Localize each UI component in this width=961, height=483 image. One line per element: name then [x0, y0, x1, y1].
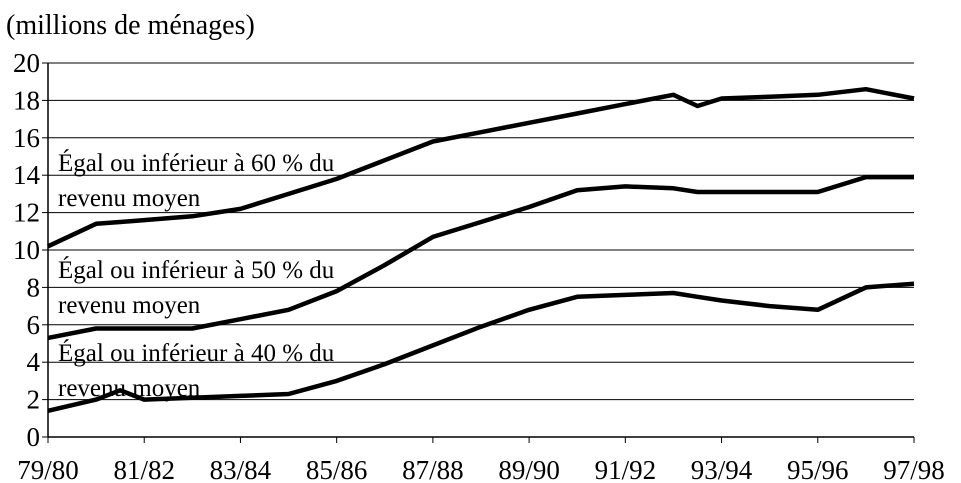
series-line-1 [47, 174, 914, 341]
axes [42, 62, 915, 443]
series-label-60: Égal ou inférieur à 60 % du revenu moyen [58, 146, 334, 216]
y-tick-label: 2 [27, 385, 41, 415]
y-tick-label: 10 [13, 235, 40, 265]
y-tick-labels: 0 2 4 6 8 10 12 14 16 18 20 [13, 48, 41, 452]
x-tick-label: 79/80 [17, 455, 79, 483]
x-tick-label: 91/92 [595, 455, 657, 483]
gridlines [48, 62, 914, 401]
y-unit-label: (millions de ménages) [6, 10, 255, 41]
x-tick-label: 95/96 [787, 455, 849, 483]
series-label-50-line2: revenu moyen [58, 292, 201, 319]
x-tick-label: 81/82 [113, 455, 175, 483]
series-label-50: Égal ou inférieur à 50 % du revenu moyen [58, 253, 334, 323]
series-label-60-line2: revenu moyen [58, 185, 201, 212]
y-tick-label: 14 [13, 160, 41, 190]
series-label-40-line2: revenu moyen [58, 375, 201, 402]
y-tick-label: 16 [13, 123, 40, 153]
y-tick-label: 12 [13, 198, 40, 228]
series-label-40-line1: Égal ou inférieur à 40 % du [58, 340, 335, 367]
y-tick-label: 0 [27, 422, 41, 452]
series-label-50-line1: Égal ou inférieur à 50 % du [58, 257, 335, 284]
series-line-2 [47, 281, 915, 413]
series-label-60-line1: Égal ou inférieur à 60 % du [58, 150, 335, 177]
y-tick-label: 20 [13, 48, 40, 78]
x-tick-label: 83/84 [210, 455, 272, 483]
series-label-40: Égal ou inférieur à 40 % du revenu moyen [58, 336, 334, 406]
x-tick-labels: 79/80 81/82 83/84 85/86 87/88 89/90 91/92 93/94… [17, 455, 945, 483]
y-tick-label: 6 [27, 310, 41, 340]
series-line-0 [47, 86, 915, 249]
x-tick-label: 89/90 [498, 455, 560, 483]
y-tick-label: 8 [27, 272, 41, 302]
x-tick-label: 87/88 [402, 455, 464, 483]
x-tick-label: 97/98 [883, 455, 945, 483]
x-tick-label: 85/86 [306, 455, 368, 483]
series-lines [47, 86, 915, 413]
x-tick-label: 93/94 [691, 455, 753, 483]
y-tick-label: 4 [27, 347, 41, 377]
y-tick-label: 18 [13, 85, 40, 115]
